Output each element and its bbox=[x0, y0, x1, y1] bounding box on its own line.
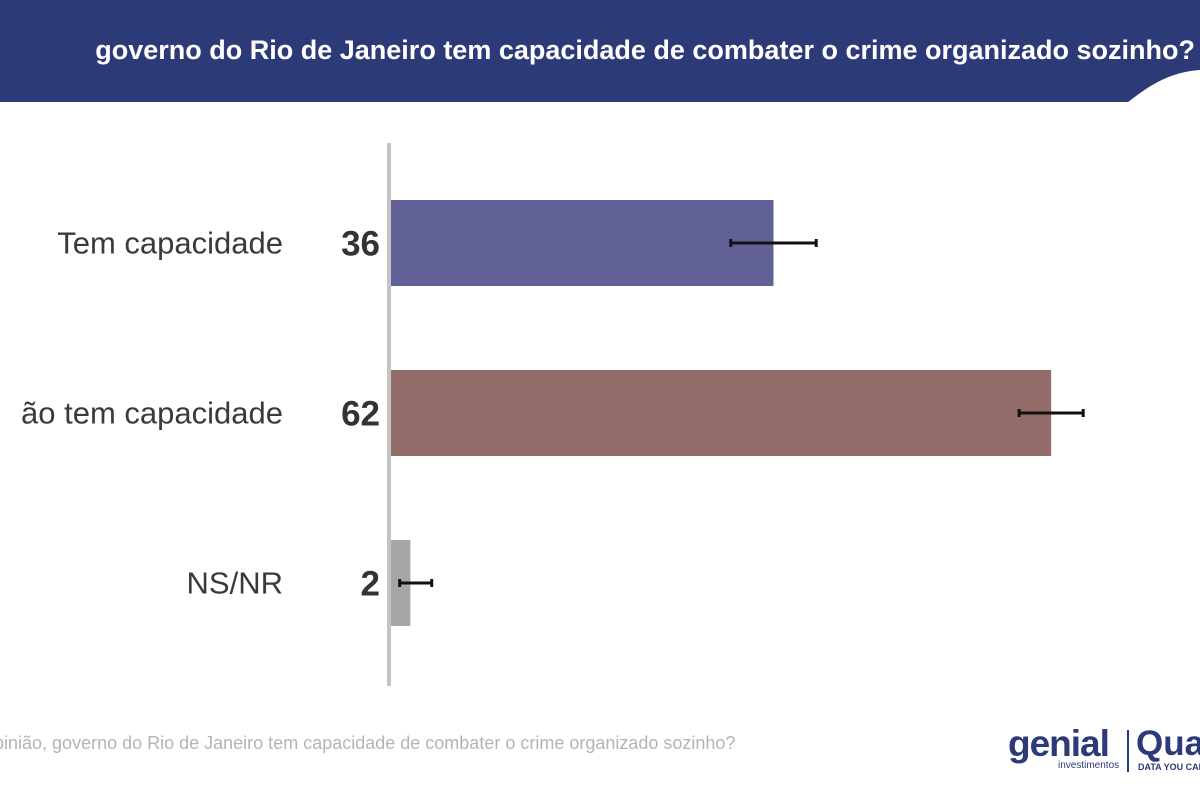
quaest-logo-word: Quaest bbox=[1136, 726, 1200, 763]
data-label: 36 bbox=[341, 225, 380, 264]
bar bbox=[389, 370, 1052, 456]
genial-logo-word: genial bbox=[1008, 723, 1110, 764]
quaest-logo-tagline: DATA YOU CAN TRUST bbox=[1138, 762, 1200, 772]
quaest-logo: Quaest DATA YOU CAN TRUST bbox=[1136, 726, 1200, 776]
data-label: 2 bbox=[361, 565, 380, 604]
bar-chart: Tem capacidade 36 ão tem capacidade 62 NS/NR… bbox=[21, 143, 1085, 686]
header-banner: governo do Rio de Janeiro tem capacidade… bbox=[0, 0, 1200, 102]
data-label: 62 bbox=[341, 395, 380, 434]
bar bbox=[389, 200, 774, 286]
header-background bbox=[0, 0, 1200, 102]
category-label: NS/NR bbox=[187, 566, 283, 601]
category-label: ão tem capacidade bbox=[21, 396, 283, 431]
footer-question-text: pinião, governo do Rio de Janeiro tem ca… bbox=[0, 733, 736, 753]
genial-logo: genial investimentos bbox=[1008, 723, 1123, 774]
category-label: Tem capacidade bbox=[57, 226, 283, 261]
logo-divider bbox=[1127, 730, 1129, 772]
page-title: governo do Rio de Janeiro tem capacidade… bbox=[95, 35, 1195, 65]
genial-logo-subtitle: investimentos bbox=[1058, 760, 1120, 771]
